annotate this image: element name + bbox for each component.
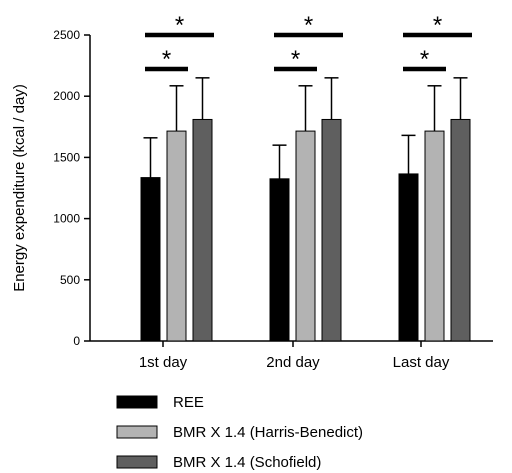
bar (166, 130, 187, 342)
legend-label: BMR X 1.4 (Schofield) (173, 454, 321, 471)
significance-star: * (291, 46, 300, 73)
significance-star: * (420, 46, 429, 73)
y-tick-label: 0 (73, 334, 80, 348)
legend-swatch (116, 455, 158, 469)
bar (295, 130, 316, 342)
axes: 0 500 1000 1500 2000 2500 1st day 2nd day Last d… (53, 28, 493, 371)
significance-markers: ****** (145, 12, 472, 73)
y-axis-label: Energy expenditure (kcal / day) (11, 84, 28, 292)
significance-star: * (175, 12, 184, 39)
y-tick-label: 2000 (53, 89, 80, 103)
legend-swatch (116, 425, 158, 439)
significance-star: * (433, 12, 442, 39)
legend: REE BMR X 1.4 (Harris-Benedict) BMR X 1.4 … (116, 394, 363, 471)
bar (140, 177, 161, 342)
bar (424, 130, 445, 342)
bar (192, 118, 213, 342)
x-tick-label: Last day (393, 354, 450, 371)
bars (140, 118, 471, 342)
legend-swatch (116, 395, 158, 409)
bar (450, 118, 471, 342)
x-tick-label: 1st day (139, 354, 188, 371)
y-tick-label: 2500 (53, 28, 80, 42)
significance-star: * (162, 46, 171, 73)
bar (398, 173, 419, 342)
y-tick-label: 500 (60, 273, 80, 287)
bar (321, 118, 342, 342)
legend-label: REE (173, 394, 204, 411)
y-tick-label: 1000 (53, 212, 80, 226)
error-bars (143, 77, 468, 179)
y-tick-label: 1500 (53, 150, 80, 164)
significance-star: * (304, 12, 313, 39)
legend-label: BMR X 1.4 (Harris-Benedict) (173, 424, 363, 441)
x-tick-label: 2nd day (266, 354, 320, 371)
bar (269, 178, 290, 342)
